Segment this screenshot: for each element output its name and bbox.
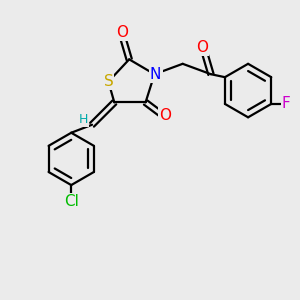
Text: N: N xyxy=(150,67,161,82)
Text: F: F xyxy=(282,96,290,111)
Text: O: O xyxy=(196,40,208,55)
Text: Cl: Cl xyxy=(64,194,79,209)
Text: O: O xyxy=(159,108,171,123)
Text: S: S xyxy=(103,74,113,89)
Text: H: H xyxy=(79,113,88,126)
Text: O: O xyxy=(116,25,128,40)
